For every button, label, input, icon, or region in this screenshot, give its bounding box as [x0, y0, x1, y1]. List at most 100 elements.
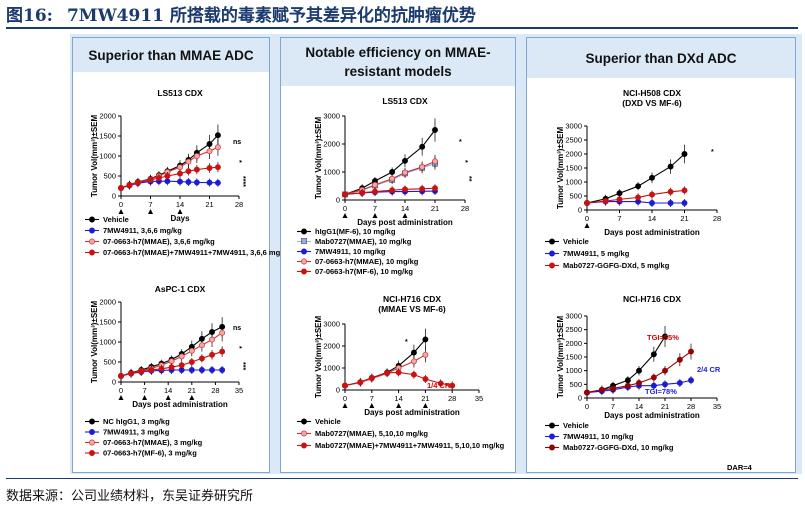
- data-point: [206, 179, 213, 186]
- legend-label: 7MW4911, 10 mg/kg: [315, 247, 386, 256]
- x-tick-label: 21: [680, 214, 688, 223]
- legend-marker: [89, 418, 95, 425]
- figure-caption: 7MW4911 所搭载的毒素赋予其差异化的抗肿瘤优势: [66, 6, 476, 26]
- legend-label: 07-0663-h7(MMAE)+7MW4911+7MW4911, 3,6,6 …: [103, 248, 291, 257]
- dosing-arrow: [372, 213, 378, 218]
- legend-marker: [549, 238, 555, 245]
- x-tick-label: 14: [164, 386, 172, 395]
- chart-title: LS513 CDX: [157, 88, 203, 98]
- chart-ls513-mmae: LS513 CDX 0 500 1000 1500 2000 0 7 14 21 28 Days Tum…: [85, 88, 291, 257]
- legend-label: Vehicle: [315, 417, 341, 426]
- x-axis-label: Days post administration: [604, 228, 700, 237]
- y-tick-label: 1000: [565, 366, 582, 375]
- data-point: [584, 200, 590, 206]
- x-tick-label: 7: [143, 386, 147, 395]
- data-point: [624, 382, 631, 389]
- x-tick-label: 7: [611, 402, 615, 411]
- dar-note: DAR=4: [727, 463, 753, 472]
- data-point: [681, 151, 688, 157]
- x-tick-label: 7: [148, 200, 152, 209]
- data-point: [178, 353, 185, 360]
- significance-label: *: [405, 339, 408, 346]
- x-tick-label: 14: [394, 394, 402, 403]
- data-point: [219, 367, 226, 373]
- data-point: [219, 348, 226, 355]
- data-point: [402, 157, 408, 164]
- data-point: [662, 333, 668, 340]
- x-axis-label: Days post administration: [604, 411, 700, 420]
- data-point: [188, 359, 195, 365]
- chart-ls513-resistant: LS513 CDX 0 1000 2000 3000 0 7 14 21 28 Days post …: [297, 96, 472, 276]
- y-tick-label: 2000: [323, 140, 340, 149]
- data-point: [178, 362, 185, 369]
- dosing-arrow: [342, 213, 348, 218]
- legend-label: Vehicle: [103, 215, 129, 224]
- x-tick-label: 0: [585, 402, 589, 411]
- x-tick-label: 28: [713, 214, 721, 223]
- x-axis-label: Days post administration: [357, 218, 453, 227]
- x-tick-label: 21: [661, 402, 669, 411]
- data-point: [214, 179, 221, 186]
- chart-subtitle: (DXD VS MF-6): [622, 98, 682, 108]
- chart-aspc1: AsPC-1 CDX 0 500 1000 1500 2000 0 7 14 21 28 35 Days…: [85, 284, 246, 458]
- data-point: [342, 191, 348, 198]
- data-point: [209, 336, 215, 343]
- legend-marker: [549, 250, 555, 257]
- x-tick-label: 0: [343, 204, 347, 213]
- y-tick-label: 2000: [99, 298, 116, 307]
- significance-label: *: [459, 139, 462, 146]
- x-tick-label: 14: [648, 214, 656, 223]
- y-tick-label: 2000: [323, 342, 340, 351]
- chart-h716-dxd: NCI-H716 CDX 0 500 1000 1500 2000 2500 3000 0 7 14…: [545, 294, 753, 472]
- y-tick-label: 2000: [565, 150, 582, 159]
- legend-marker: [301, 258, 307, 265]
- data-point: [188, 367, 195, 373]
- significance-label: *: [711, 149, 714, 156]
- data-point: [650, 382, 657, 389]
- y-tick-label: 3000: [565, 312, 582, 321]
- data-point: [681, 200, 688, 206]
- legend-marker: [301, 418, 307, 425]
- x-tick-label: 0: [343, 394, 347, 403]
- data-point: [636, 380, 642, 386]
- legend-label: Vehicle: [563, 421, 589, 430]
- significance-label: **: [465, 176, 472, 182]
- data-point: [193, 166, 200, 173]
- y-tick-label: 1500: [565, 164, 582, 173]
- data-point: [419, 164, 426, 170]
- data-point: [118, 185, 124, 191]
- y-tick-label: 3000: [565, 122, 582, 131]
- data-point: [185, 179, 192, 185]
- data-point: [437, 380, 444, 387]
- x-axis-label: Days post administration: [364, 408, 460, 417]
- y-tick-label: 0: [578, 394, 582, 403]
- x-tick-label: 35: [713, 402, 721, 411]
- data-point: [598, 386, 605, 393]
- data-point: [372, 181, 378, 188]
- dosing-arrow: [142, 395, 148, 400]
- legend-marker: [89, 450, 95, 456]
- significance-label: *: [235, 160, 242, 163]
- data-point: [214, 144, 221, 151]
- x-tick-label: 7: [370, 394, 374, 403]
- data-point: [219, 329, 226, 336]
- x-tick-label: 14: [635, 402, 643, 411]
- data-point: [177, 164, 183, 171]
- figure-title: 图16: 7MW4911 所搭载的毒素赋予其差异化的抗肿瘤优势: [6, 3, 798, 29]
- y-tick-label: 2500: [565, 136, 582, 145]
- tgi-annotation-7mw: TGI=78%: [645, 387, 677, 396]
- legend-marker: [301, 442, 307, 449]
- legend-marker: [301, 228, 307, 235]
- data-point: [185, 168, 192, 175]
- chart-title: NCI-H716 CDX: [623, 294, 681, 304]
- cr-annotation: 2/4 CR: [697, 365, 721, 374]
- x-tick-label: 28: [687, 402, 695, 411]
- cr-annotation: 1/4 CR: [427, 381, 451, 390]
- data-point: [650, 374, 657, 381]
- data-point: [422, 336, 429, 343]
- data-point: [168, 364, 175, 371]
- panel-mmae-heading: Superior than MMAE ADC: [73, 38, 269, 72]
- y-tick-label: 3000: [323, 112, 340, 121]
- data-point: [650, 351, 657, 358]
- y-tick-label: 1000: [565, 178, 582, 187]
